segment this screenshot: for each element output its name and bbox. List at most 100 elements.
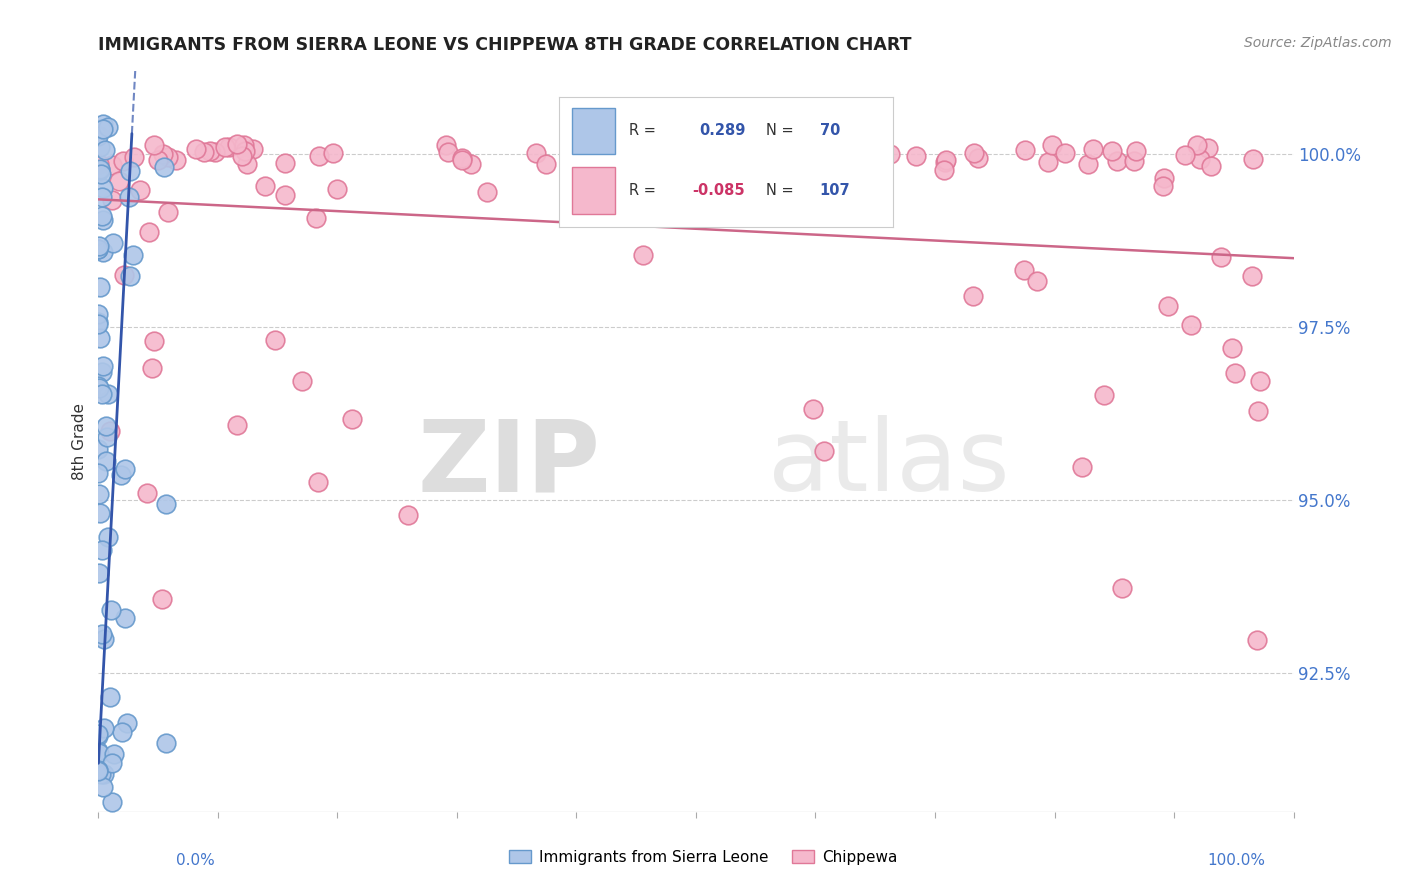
Point (91, 386, 114, 401)
Point (935, 153, 957, 167)
Point (801, 402, 824, 417)
Point (340, 411, 363, 425)
Point (1125, 144, 1147, 158)
Point (87, 165, 110, 179)
Point (93, 632, 115, 646)
Point (91, 122, 114, 136)
Point (932, 162, 955, 177)
Point (231, 149, 253, 163)
Point (1040, 138, 1063, 153)
Point (1174, 147, 1197, 161)
Point (87, 744, 110, 758)
Point (157, 150, 180, 164)
Point (633, 248, 655, 262)
Point (136, 486, 159, 500)
Point (118, 269, 141, 284)
Point (89, 162, 111, 177)
Point (152, 147, 174, 161)
Point (101, 756, 124, 771)
Point (108, 174, 131, 188)
Point (460, 157, 482, 171)
Point (198, 144, 221, 158)
Point (796, 143, 818, 157)
Point (101, 193, 124, 207)
Point (741, 151, 763, 165)
Point (307, 475, 329, 489)
Point (90, 210, 112, 224)
Point (813, 444, 835, 458)
Point (150, 592, 173, 607)
Point (90, 365, 112, 379)
Point (274, 188, 297, 202)
Point (603, 153, 626, 168)
Point (138, 225, 160, 239)
Point (326, 182, 349, 196)
Point (1014, 263, 1036, 277)
Point (91, 359, 114, 373)
Point (1189, 153, 1212, 167)
Point (1246, 633, 1268, 648)
Point (1014, 143, 1036, 157)
Point (118, 189, 141, 203)
Point (141, 360, 163, 375)
Text: IMMIGRANTS FROM SIERRA LEONE VS CHIPPEWA 8TH GRADE CORRELATION CHART: IMMIGRANTS FROM SIERRA LEONE VS CHIPPEWA… (98, 36, 912, 54)
Point (89, 331, 111, 345)
Point (89, 280, 111, 294)
Point (613, 144, 636, 158)
Point (1241, 268, 1264, 283)
Point (87, 729, 110, 743)
Point (1153, 171, 1175, 186)
Point (111, 153, 134, 168)
Point (87, 379, 110, 393)
Point (87, 381, 110, 395)
Point (184, 142, 207, 156)
Point (155, 498, 177, 512)
Point (101, 236, 124, 251)
Point (1111, 581, 1133, 595)
Point (818, 151, 841, 165)
Point (143, 334, 166, 349)
Point (204, 145, 226, 159)
Point (1036, 155, 1059, 169)
Point (87, 128, 110, 143)
Point (89, 157, 111, 171)
Point (233, 145, 256, 159)
Point (934, 155, 956, 169)
Point (193, 145, 215, 160)
Point (90, 627, 112, 641)
Point (96, 418, 118, 433)
Point (905, 149, 928, 163)
Point (155, 736, 177, 750)
Point (709, 178, 731, 192)
Point (534, 156, 557, 170)
Legend: Immigrants from Sierra Leone, Chippewa: Immigrants from Sierra Leone, Chippewa (502, 844, 904, 871)
Point (436, 145, 458, 159)
Point (1211, 250, 1233, 264)
Point (146, 153, 169, 167)
Point (91, 190, 114, 204)
Point (274, 156, 297, 170)
Point (101, 795, 124, 809)
Point (714, 178, 737, 192)
Point (1241, 152, 1264, 166)
Point (966, 151, 988, 165)
Point (1185, 137, 1208, 152)
Point (1101, 145, 1123, 159)
Point (803, 155, 825, 169)
Point (110, 467, 132, 482)
Point (87, 763, 110, 777)
Point (291, 374, 314, 388)
Point (1107, 154, 1129, 169)
Point (1246, 404, 1268, 418)
Point (87, 317, 110, 331)
Point (1122, 154, 1144, 169)
Point (98, 424, 121, 438)
Point (806, 159, 828, 173)
Point (305, 211, 328, 225)
Y-axis label: 8th Grade: 8th Grade (72, 403, 87, 480)
Point (90, 167, 112, 181)
Point (1083, 143, 1105, 157)
Point (87, 727, 110, 741)
Point (91, 213, 114, 227)
Point (96, 430, 118, 444)
